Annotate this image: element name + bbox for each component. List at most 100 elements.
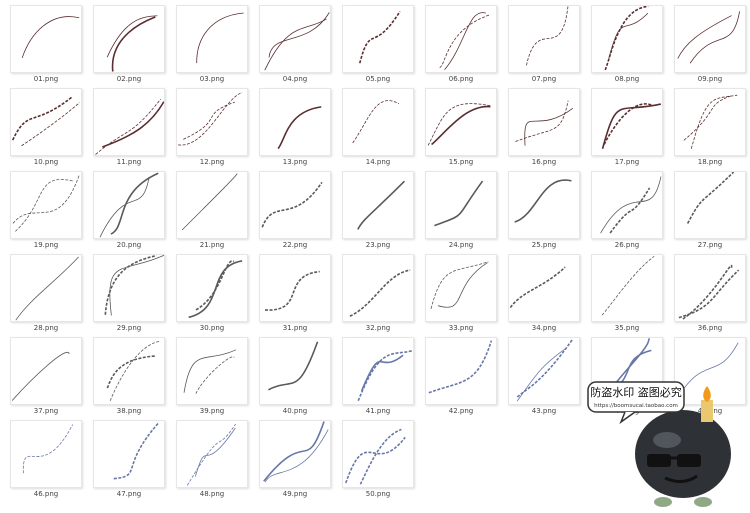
file-tile[interactable]: 14.png	[342, 88, 414, 168]
file-name: 35.png	[614, 324, 640, 332]
file-tile[interactable]: 19.png	[10, 171, 82, 251]
wire	[177, 91, 243, 146]
file-tile[interactable]: 07.png	[508, 5, 580, 85]
thumbnail	[10, 5, 82, 73]
file-tile[interactable]: 32.png	[342, 254, 414, 334]
file-name: 20.png	[116, 241, 142, 249]
file-tile[interactable]: 37.png	[10, 337, 82, 417]
thumbnail	[176, 5, 248, 73]
file-tile[interactable]: 02.png	[93, 5, 165, 85]
file-name: 40.png	[282, 407, 308, 415]
file-tile[interactable]: 08.png	[591, 5, 663, 85]
wire	[437, 262, 488, 308]
file-name: 16.png	[531, 158, 557, 166]
wire	[608, 12, 649, 59]
wire	[431, 105, 491, 146]
wire	[106, 355, 156, 389]
file-tile[interactable]: 40.png	[259, 337, 331, 417]
wire	[183, 349, 237, 393]
wire	[104, 255, 157, 315]
file-tile[interactable]: 47.png	[93, 420, 165, 500]
file-tile[interactable]: 26.png	[591, 171, 663, 251]
file-tile[interactable]: 23.png	[342, 171, 414, 251]
file-name: 11.png	[116, 158, 142, 166]
file-tile[interactable]: 03.png	[176, 5, 248, 85]
file-name: 30.png	[199, 324, 225, 332]
file-tile[interactable]: 39.png	[176, 337, 248, 417]
file-tile[interactable]: 50.png	[342, 420, 414, 500]
thumbnail	[176, 337, 248, 405]
file-name: 13.png	[282, 158, 308, 166]
file-name: 03.png	[199, 75, 225, 83]
file-tile[interactable]: 05.png	[342, 5, 414, 85]
file-tile[interactable]: 31.png	[259, 254, 331, 334]
file-tile[interactable]: 12.png	[176, 88, 248, 168]
wire	[524, 107, 574, 146]
file-tile[interactable]: 45.png	[674, 337, 746, 417]
file-tile[interactable]: 33.png	[425, 254, 497, 334]
wire	[359, 428, 402, 485]
thumbnail	[259, 171, 331, 239]
file-tile[interactable]: 21.png	[176, 171, 248, 251]
file-tile[interactable]: 36.png	[674, 254, 746, 334]
file-tile[interactable]: 48.png	[176, 420, 248, 500]
file-tile[interactable]: 06.png	[425, 5, 497, 85]
file-name: 15.png	[448, 158, 474, 166]
file-tile[interactable]: 24.png	[425, 171, 497, 251]
file-tile[interactable]: 29.png	[93, 254, 165, 334]
file-tile[interactable]: 11.png	[93, 88, 165, 168]
watermark-mascot: 防盗水印 盗图必究 https://boomsucai.taobao.com	[587, 381, 731, 507]
file-tile[interactable]: 15.png	[425, 88, 497, 168]
file-tile[interactable]: 25.png	[508, 171, 580, 251]
file-tile[interactable]: 42.png	[425, 337, 497, 417]
thumbnail	[508, 337, 580, 405]
file-tile[interactable]: 01.png	[10, 5, 82, 85]
thumbnail	[176, 420, 248, 488]
wire	[196, 12, 244, 64]
wire	[604, 6, 649, 71]
wire	[11, 351, 70, 401]
wire	[183, 101, 235, 140]
file-name: 19.png	[33, 241, 59, 249]
file-tile[interactable]: 18.png	[674, 88, 746, 168]
file-tile[interactable]: 41.png	[342, 337, 414, 417]
thumbnail	[259, 337, 331, 405]
file-tile[interactable]: 28.png	[10, 254, 82, 334]
file-tile[interactable]: 49.png	[259, 420, 331, 500]
file-tile[interactable]: 22.png	[259, 171, 331, 251]
file-name: 25.png	[531, 241, 557, 249]
thumbnail	[93, 337, 165, 405]
wire	[109, 255, 164, 316]
wire	[15, 256, 79, 321]
file-tile[interactable]: 04.png	[259, 5, 331, 85]
watermark-url: https://boomsucai.taobao.com	[594, 403, 678, 409]
wire	[110, 172, 159, 235]
file-name: 43.png	[531, 407, 557, 415]
file-tile[interactable]: 13.png	[259, 88, 331, 168]
file-tile[interactable]: 10.png	[10, 88, 82, 168]
file-tile[interactable]: 34.png	[508, 254, 580, 334]
file-tile[interactable]: 46.png	[10, 420, 82, 500]
thumbnail	[93, 88, 165, 156]
wire	[195, 356, 235, 394]
thumbnail	[342, 5, 414, 73]
thumbnail	[93, 171, 165, 239]
file-tile[interactable]: 27.png	[674, 171, 746, 251]
file-tile[interactable]: 16.png	[508, 88, 580, 168]
file-name: 17.png	[614, 158, 640, 166]
thumbnail	[10, 337, 82, 405]
thumbnail	[425, 254, 497, 322]
wire	[268, 341, 319, 391]
file-tile[interactable]: 43.png	[508, 337, 580, 417]
wire	[95, 98, 162, 155]
file-tile[interactable]: 20.png	[93, 171, 165, 251]
file-tile[interactable]: 17.png	[591, 88, 663, 168]
file-tile[interactable]: 38.png	[93, 337, 165, 417]
wire	[111, 16, 156, 72]
file-tile[interactable]: 09.png	[674, 5, 746, 85]
file-tile[interactable]: 35.png	[591, 254, 663, 334]
file-name: 48.png	[199, 490, 225, 498]
wire	[686, 172, 735, 224]
file-tile[interactable]: 30.png	[176, 254, 248, 334]
